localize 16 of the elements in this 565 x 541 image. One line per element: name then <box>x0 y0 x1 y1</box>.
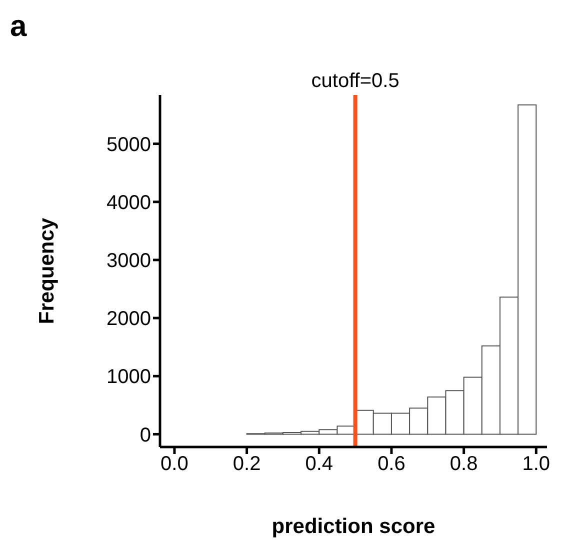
x-tick-label: 0.2 <box>232 453 261 476</box>
x-tick-label: 0.6 <box>378 453 406 476</box>
y-axis-title: Frequency <box>35 218 58 324</box>
chart-title: a <box>10 10 27 44</box>
y-tick-label: 4000 <box>106 192 151 214</box>
y-tick-label: 5000 <box>106 134 151 156</box>
ref-line-label: cutoff=0.5 <box>311 70 400 92</box>
x-tick-label: 0.0 <box>160 453 188 476</box>
x-tick-label: 1.0 <box>522 453 550 476</box>
y-tick-label: 3000 <box>106 250 151 272</box>
x-tick-label: 0.8 <box>450 453 478 476</box>
x-axis-title: prediction score <box>272 515 436 538</box>
x-tick-label: 0.4 <box>305 453 334 476</box>
y-tick-label: 0 <box>140 424 151 446</box>
y-tick-label: 1000 <box>106 366 151 388</box>
y-tick-label: 2000 <box>106 308 151 330</box>
